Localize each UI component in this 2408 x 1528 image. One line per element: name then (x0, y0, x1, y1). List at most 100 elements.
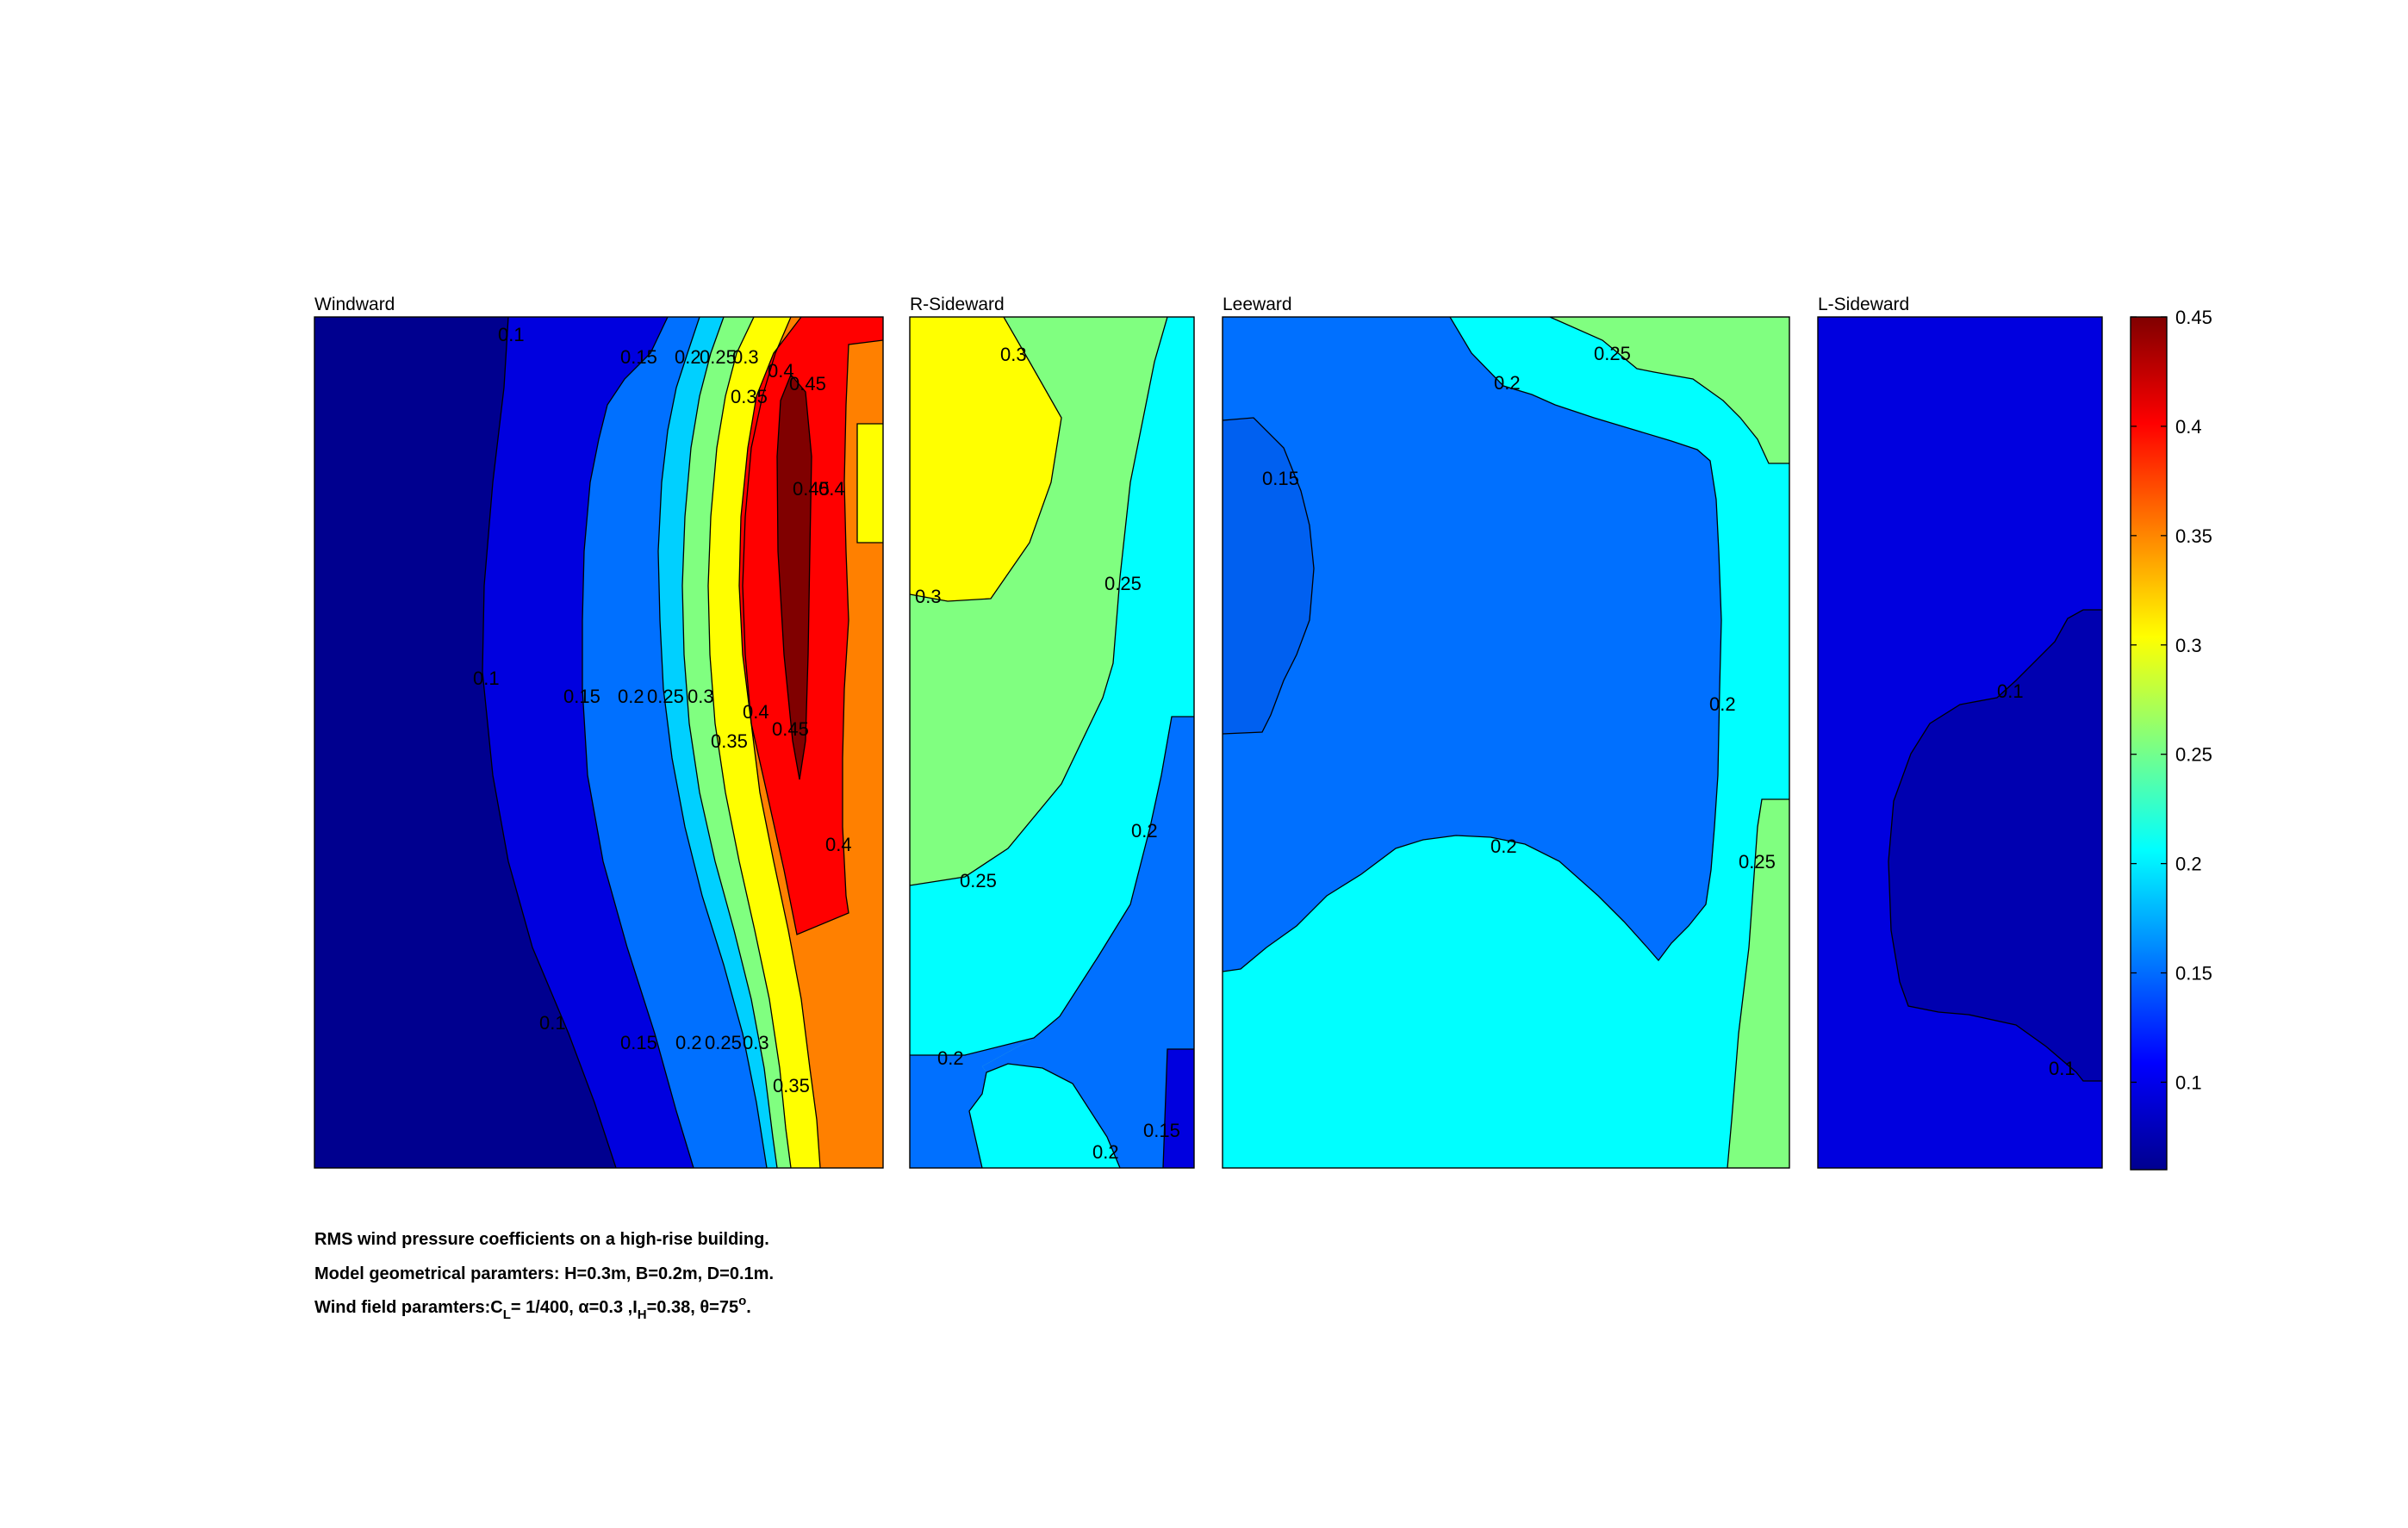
windward-clabel: 0.25 (647, 686, 684, 707)
r-sideward-clabel: 0.15 (1143, 1120, 1180, 1141)
r-sideward-island-0.2 (969, 1064, 1120, 1168)
leeward-clabel: 0.25 (1739, 851, 1776, 873)
caption-line-3-mid-2: =0.38, θ=75 (647, 1298, 738, 1317)
leeward-frame (1222, 316, 1790, 1169)
colorbar-ticks: 0.1 0.15 0.2 0.25 0.3 0.35 0.4 0.45 (2131, 307, 2212, 1093)
windward-clabel: 0.2 (675, 346, 701, 368)
r-sideward-band-0.3 (910, 317, 1061, 601)
leeward-clabel: 0.25 (1594, 343, 1631, 364)
windward-clabel: 0.3 (688, 686, 714, 707)
windward-clabel: 0.1 (473, 668, 500, 689)
colorbar-tick-label: 0.4 (2175, 416, 2202, 438)
colorbar: 0.1 0.15 0.2 0.25 0.3 0.35 0.4 0.45 (2130, 307, 2212, 1171)
windward-clabel: 0.3 (743, 1032, 769, 1053)
panel-windward: Windward 0.1 0.15 0.2 0.25 0.3 0.35 0.4 … (314, 295, 884, 1169)
leeward-clabel: 0.15 (1262, 468, 1299, 489)
leeward-clabel: 0.2 (1494, 372, 1521, 394)
windward-clabel: 0.35 (773, 1075, 810, 1096)
windward-clabel: 0.4 (825, 834, 852, 855)
leeward-contour-labels: 0.2 0.25 0.15 0.2 0.2 0.25 (1262, 343, 1776, 873)
l-sideward-contour-fill (1818, 317, 2102, 1168)
windward-clabel: 0.25 (705, 1032, 742, 1053)
caption-line-3-prefix: Wind field paramters:C (314, 1298, 503, 1317)
l-sideward-contour-lines (1888, 609, 2102, 1082)
caption-line-2: Model geometrical paramters: H=0.3m, B=0… (314, 1264, 774, 1283)
leeward-band-0.15 (1223, 317, 1721, 972)
leeward-band-0.25-top (1550, 317, 1789, 463)
colorbar-tick-label: 0.45 (2175, 307, 2212, 328)
colorbar-gradient (2130, 316, 2168, 1171)
colorbar-tick-label: 0.15 (2175, 963, 2212, 985)
caption-line-3-sub-l: L (503, 1307, 511, 1322)
caption-line-3-sub-h: H (638, 1307, 647, 1322)
r-sideward-title: R-Sideward (910, 295, 1005, 314)
windward-clabel: 0.3 (732, 346, 759, 368)
windward-clabel: 0.4 (818, 478, 845, 500)
windward-clabel: 0.15 (620, 1032, 657, 1053)
l-sideward-frame (1817, 316, 2103, 1169)
r-sideward-clabel: 0.25 (960, 870, 997, 891)
l-sideward-clabel: 0.1 (1997, 680, 2024, 702)
windward-clabel: 0.35 (731, 386, 768, 407)
windward-contour-fill (314, 317, 883, 1168)
r-sideward-clabel: 0.3 (915, 586, 942, 607)
figure-caption: RMS wind pressure coefficients on a high… (314, 1230, 774, 1322)
colorbar-tick-label: 0.25 (2175, 744, 2212, 766)
windward-clabel: 0.4 (743, 701, 769, 723)
windward-clabel: 0.2 (675, 1032, 702, 1053)
windward-contour-lines (482, 317, 883, 1168)
caption-line-1: RMS wind pressure coefficients on a high… (314, 1230, 769, 1249)
colorbar-tick-label: 0.2 (2175, 854, 2202, 875)
colorbar-tick-label: 0.3 (2175, 635, 2202, 656)
r-sideward-contour-lines (910, 317, 1194, 1168)
windward-title: Windward (314, 295, 395, 314)
r-sideward-clabel: 0.2 (1131, 820, 1158, 842)
windward-clabel: 0.1 (498, 324, 525, 345)
r-sideward-clabel: 0.2 (937, 1047, 964, 1069)
leeward-clabel: 0.2 (1709, 693, 1736, 715)
r-sideward-band-0.15-left (910, 1038, 1034, 1168)
panel-l-sideward: L-Sideward 0.1 0.1 (1817, 295, 2103, 1169)
r-sideward-band-0.2 (910, 317, 1194, 1055)
l-sideward-contour-labels: 0.1 0.1 (1997, 680, 2075, 1079)
windward-clabel: 0.4 (768, 360, 794, 382)
windward-clabel: 0.1 (539, 1012, 566, 1034)
colorbar-tick-label: 0.35 (2175, 525, 2212, 547)
r-sideward-frame (909, 316, 1195, 1169)
panel-r-sideward: R-Sideward 0.3 0.3 0.25 0.25 0.2 0.2 0.2… (909, 295, 1195, 1169)
windward-clabel: 0.2 (618, 686, 644, 707)
leeward-band-0.25-right (1727, 799, 1789, 1168)
windward-band-0.45 (777, 375, 812, 780)
leeward-contour-lines (1223, 317, 1789, 1168)
windward-clabel: 0.25 (700, 346, 737, 368)
windward-clabel: 0.15 (620, 346, 657, 368)
leeward-contour-fill (1223, 317, 1789, 1168)
r-sideward-clabel: 0.2 (1092, 1141, 1119, 1163)
windward-clabel: 0.35 (711, 730, 748, 752)
caption-line-3-sup-o: o (738, 1294, 746, 1308)
windward-clabel: 0.45 (793, 478, 830, 500)
windward-island-0.3 (857, 424, 883, 543)
leeward-title: Leeward (1223, 295, 1292, 314)
r-sideward-clabel: 0.3 (1000, 344, 1027, 365)
caption-line-3-suffix: . (746, 1298, 751, 1317)
windward-frame (314, 316, 884, 1169)
leeward-band-0.1 (1223, 418, 1314, 734)
leeward-clabel: 0.2 (1490, 835, 1517, 857)
r-sideward-contour-labels: 0.3 0.3 0.25 0.25 0.2 0.2 0.2 0.15 (915, 344, 1180, 1163)
r-sideward-contour-fill (910, 317, 1194, 1168)
caption-line-3: Wind field paramters:CL= 1/400, α=0.3 ,I… (314, 1294, 751, 1322)
windward-clabel: 0.15 (563, 686, 600, 707)
l-sideward-band-0.1 (1888, 610, 2102, 1081)
windward-clabel: 0.45 (789, 373, 826, 394)
colorbar-tick-label: 0.1 (2175, 1071, 2202, 1093)
windward-clabel: 0.45 (772, 718, 809, 740)
l-sideward-clabel: 0.1 (2049, 1058, 2075, 1079)
r-sideward-band-0.1 (1163, 1049, 1194, 1168)
windward-band-0.4 (739, 317, 883, 935)
windward-contour-labels: 0.1 0.15 0.2 0.25 0.3 0.35 0.4 0.45 0.1 … (473, 324, 852, 1096)
r-sideward-clabel: 0.25 (1104, 573, 1142, 594)
r-sideward-band-0.15 (982, 717, 1194, 1168)
caption-line-3-mid-1: = 1/400, α=0.3 ,I (511, 1298, 638, 1317)
